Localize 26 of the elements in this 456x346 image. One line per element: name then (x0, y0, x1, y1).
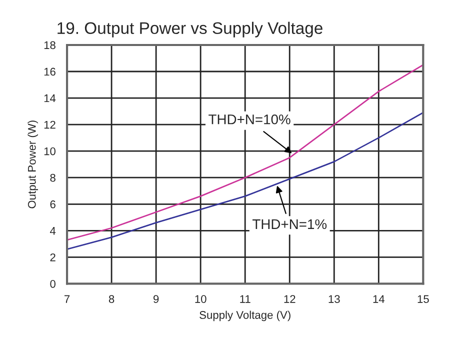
y-tick-label: 0 (50, 280, 56, 288)
line-series (67, 64, 424, 241)
y-tick-label: 10 (44, 147, 56, 156)
x-tick-label: 12 (284, 295, 296, 303)
x-tick-label: 9 (153, 295, 159, 303)
y-tick-label: 2 (50, 253, 56, 262)
x-tick-label: 11 (240, 295, 250, 303)
x-tick-label: 14 (373, 295, 385, 303)
x-tick-label: 8 (108, 295, 114, 303)
y-tick-label: 12 (44, 120, 56, 129)
annotation: THD+N=10% (208, 114, 290, 124)
x-tick-label: 15 (418, 295, 429, 303)
x-tick-label: 7 (64, 295, 70, 303)
line-series (67, 112, 424, 250)
x-tick-label: 13 (328, 295, 340, 303)
y-tick-label: 4 (50, 227, 56, 235)
y-tick-label: 8 (50, 174, 56, 182)
y-tick-label: 18 (44, 41, 56, 50)
y-tick-label: 6 (50, 200, 56, 208)
y-tick-label: 14 (44, 94, 56, 102)
y-axis-title: Output Power (W) (28, 120, 38, 208)
annotation: THD+N=1% (252, 219, 327, 230)
y-tick-label: 16 (44, 68, 56, 76)
x-tick-label: 10 (195, 295, 206, 303)
chart-title: 19. Output Power vs Supply Voltage (58, 22, 322, 38)
x-axis-title: Supply Voltage (V) (200, 310, 290, 322)
